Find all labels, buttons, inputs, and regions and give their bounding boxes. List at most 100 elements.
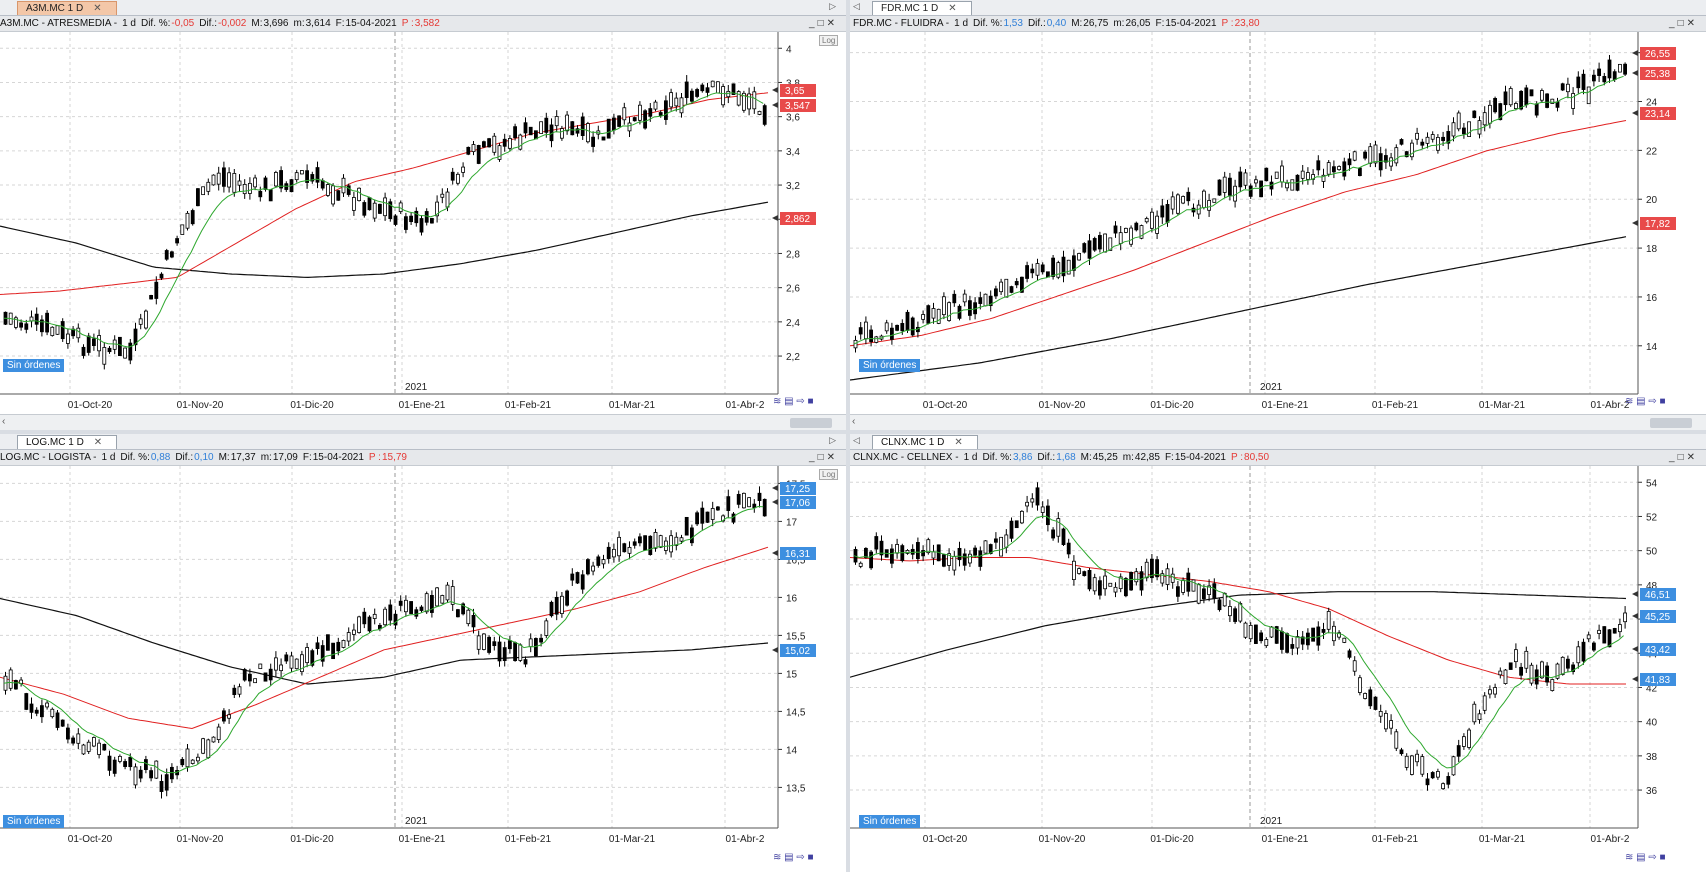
candle xyxy=(1560,656,1565,675)
tab-log[interactable]: LOG.MC 1 D ✕ xyxy=(17,435,118,449)
candle xyxy=(1488,104,1492,124)
close-icon[interactable]: ✕ xyxy=(948,3,957,14)
dif-value: 1,68 xyxy=(1056,452,1076,463)
candle xyxy=(34,313,39,325)
candle xyxy=(1441,783,1445,790)
candle xyxy=(1123,227,1128,233)
candle xyxy=(518,644,523,661)
tab-clnx[interactable]: CLNX.MC 1 D ✕ xyxy=(872,435,978,449)
candle xyxy=(544,117,549,133)
period: 1 d xyxy=(122,18,136,29)
price-chart[interactable]: 2624222018161401-Oct-2001-Nov-2001-Dic-2… xyxy=(850,32,1706,415)
candle xyxy=(1051,257,1056,277)
window-controls[interactable]: _□✕ xyxy=(1669,452,1698,463)
candle xyxy=(1082,243,1087,253)
candle xyxy=(1144,561,1149,579)
candle xyxy=(263,177,268,190)
chart-tools[interactable]: ≋ ▤ ⇨ ■ xyxy=(773,396,814,407)
candle xyxy=(1571,93,1575,109)
x-tick-label: 01-Oct-20 xyxy=(923,834,968,845)
close-icon[interactable]: ✕ xyxy=(954,437,963,448)
chevron-left-icon[interactable]: ◁ xyxy=(853,435,860,445)
window-controls[interactable]: _□✕ xyxy=(809,18,838,29)
candle xyxy=(869,329,874,342)
candle xyxy=(1186,572,1191,592)
candle xyxy=(1612,628,1617,634)
candle xyxy=(107,755,112,771)
candle xyxy=(1373,144,1378,164)
chevron-left-icon[interactable]: ◁ xyxy=(853,1,860,11)
candle xyxy=(1233,608,1238,622)
scroll-left-icon[interactable]: ‹ xyxy=(852,416,856,427)
candle xyxy=(1607,59,1612,79)
log-scale-button[interactable]: Log xyxy=(819,469,839,480)
symbol-info-bar: LOG.MC - LOGISTA - 1 d Dif. %:0,88 Dif.:0,1… xyxy=(0,450,846,466)
window-controls[interactable]: _□✕ xyxy=(1669,18,1698,29)
chart-tools[interactable]: ≋ ▤ ⇨ ■ xyxy=(1625,396,1666,407)
candle xyxy=(648,108,653,117)
candle xyxy=(315,167,320,183)
y-tick-label: 3,6 xyxy=(786,113,800,124)
chevron-right-icon[interactable]: ▷ xyxy=(829,435,836,445)
tab-label: LOG.MC 1 D xyxy=(26,437,84,448)
y-tick-label: 3,8 xyxy=(786,78,800,89)
scroll-thumb[interactable] xyxy=(790,418,832,428)
scroll-thumb[interactable] xyxy=(1650,418,1692,428)
candle xyxy=(679,97,684,114)
chart-panel-a3m: A3M.MC 1 D ✕ ▷ A3M.MC - ATRESMEDIA - 1 d Di… xyxy=(0,0,846,430)
price-chart[interactable]: 17,51716,51615,51514,51413,501-Oct-2001-… xyxy=(0,466,846,853)
plot-area xyxy=(850,32,1638,394)
log-scale-button[interactable]: Log xyxy=(819,35,839,46)
y-tick-label: 20 xyxy=(1646,195,1658,206)
price-chart[interactable]: 43,83,63,43,232,82,62,42,201-Oct-2001-No… xyxy=(0,32,846,415)
chart-tools[interactable]: ≋ ▤ ⇨ ■ xyxy=(773,852,814,863)
tab-a3m[interactable]: A3M.MC 1 D ✕ xyxy=(17,1,117,15)
candle xyxy=(742,92,746,111)
candle xyxy=(674,536,679,546)
window-controls[interactable]: _□✕ xyxy=(809,452,838,463)
chevron-right-icon[interactable]: ▷ xyxy=(829,1,836,11)
chart-tools[interactable]: ≋ ▤ ⇨ ■ xyxy=(1625,852,1666,863)
candle xyxy=(695,89,699,97)
tab-fdr[interactable]: FDR.MC 1 D ✕ xyxy=(872,1,972,15)
dif-pct-label: Dif. %: xyxy=(973,18,1003,29)
candle xyxy=(273,172,278,187)
close-icon[interactable]: ✕ xyxy=(93,437,103,448)
max-value: 3,696 xyxy=(263,18,289,29)
close-icon[interactable]: ✕ xyxy=(93,3,102,14)
candle xyxy=(481,141,486,148)
candle xyxy=(445,584,450,601)
dif-pct: 3,86 xyxy=(1012,452,1033,463)
candle xyxy=(1030,268,1035,274)
tab-bar: ◁ CLNX.MC 1 D ✕ xyxy=(850,434,1706,450)
candle xyxy=(1040,506,1045,513)
scroll-left-icon[interactable]: ‹ xyxy=(2,416,6,427)
candle xyxy=(320,645,325,662)
candle xyxy=(237,180,242,186)
candle xyxy=(606,118,611,139)
candle xyxy=(336,641,341,652)
candle xyxy=(294,172,299,181)
candle xyxy=(429,594,434,613)
price-chart[interactable]: 5452504846444240383601-Oct-2001-Nov-2001… xyxy=(850,466,1706,853)
y-tick-label: 50 xyxy=(1646,547,1658,558)
candle xyxy=(247,673,252,682)
horizontal-scrollbar[interactable]: ‹ xyxy=(0,414,846,430)
period: 1 d xyxy=(963,452,978,463)
candle xyxy=(1326,611,1331,630)
horizontal-scrollbar[interactable]: ‹ xyxy=(850,414,1706,430)
candle xyxy=(1316,160,1321,171)
candle xyxy=(1118,576,1123,590)
year-label: 2021 xyxy=(1260,816,1283,827)
candle xyxy=(1097,580,1102,596)
sin-ordenes-label: Sin órdenes xyxy=(3,815,65,828)
price-badge-text: 16,31 xyxy=(785,549,810,560)
p-label: P : xyxy=(1230,452,1244,463)
candle xyxy=(1129,572,1134,591)
candle xyxy=(658,535,663,548)
candle xyxy=(591,136,595,147)
candle xyxy=(638,104,642,121)
candle xyxy=(612,117,616,131)
candle xyxy=(1295,636,1300,649)
candle xyxy=(284,654,289,662)
